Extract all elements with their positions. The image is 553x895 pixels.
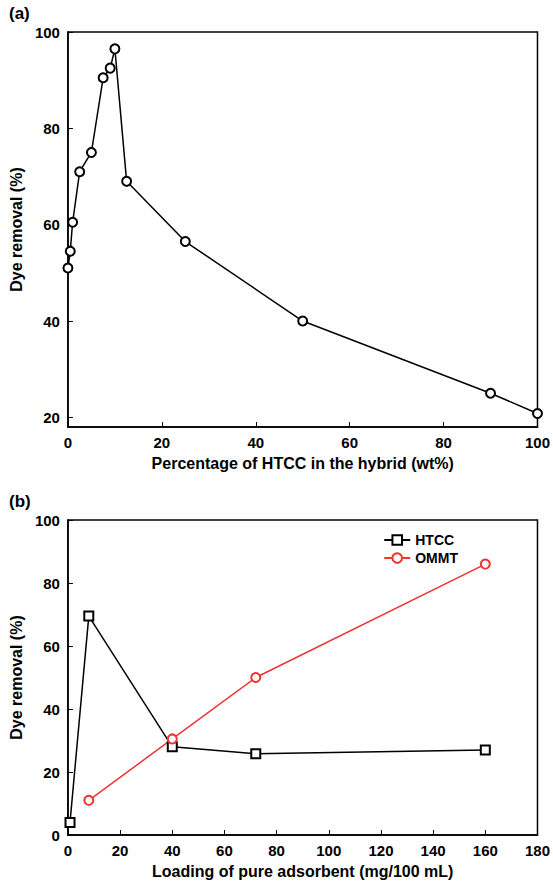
svg-text:Percentage of HTCC in the hybr: Percentage of HTCC in the hybrid (wt%) [152, 455, 454, 472]
svg-text:180: 180 [525, 842, 550, 859]
svg-text:120: 120 [368, 842, 393, 859]
svg-text:20: 20 [112, 842, 129, 859]
svg-text:80: 80 [268, 842, 285, 859]
svg-text:40: 40 [43, 313, 60, 330]
svg-text:80: 80 [43, 575, 60, 592]
svg-text:60: 60 [43, 216, 60, 233]
svg-text:100: 100 [525, 434, 550, 451]
svg-text:20: 20 [43, 409, 60, 426]
svg-text:100: 100 [35, 512, 60, 529]
svg-text:100: 100 [35, 24, 60, 41]
svg-text:140: 140 [421, 842, 446, 859]
svg-text:0: 0 [64, 842, 72, 859]
svg-text:160: 160 [473, 842, 498, 859]
svg-text:(b): (b) [9, 492, 31, 511]
svg-text:60: 60 [216, 842, 233, 859]
svg-text:Loading of pure adsorbent (mg/: Loading of pure adsorbent (mg/100 mL) [152, 863, 453, 880]
svg-text:HTCC: HTCC [415, 532, 454, 548]
svg-text:OMMT: OMMT [415, 550, 458, 566]
svg-text:(a): (a) [9, 4, 30, 23]
svg-text:40: 40 [164, 842, 181, 859]
svg-text:40: 40 [43, 701, 60, 718]
svg-text:40: 40 [247, 434, 264, 451]
svg-text:60: 60 [341, 434, 358, 451]
svg-text:80: 80 [43, 120, 60, 137]
svg-text:0: 0 [52, 827, 60, 844]
svg-text:60: 60 [43, 638, 60, 655]
svg-text:Dye removal (%): Dye removal (%) [8, 615, 25, 740]
svg-text:Dye removal (%): Dye removal (%) [8, 167, 25, 292]
svg-text:80: 80 [435, 434, 452, 451]
svg-text:20: 20 [43, 764, 60, 781]
svg-text:100: 100 [316, 842, 341, 859]
svg-text:0: 0 [64, 434, 72, 451]
svg-text:20: 20 [153, 434, 170, 451]
